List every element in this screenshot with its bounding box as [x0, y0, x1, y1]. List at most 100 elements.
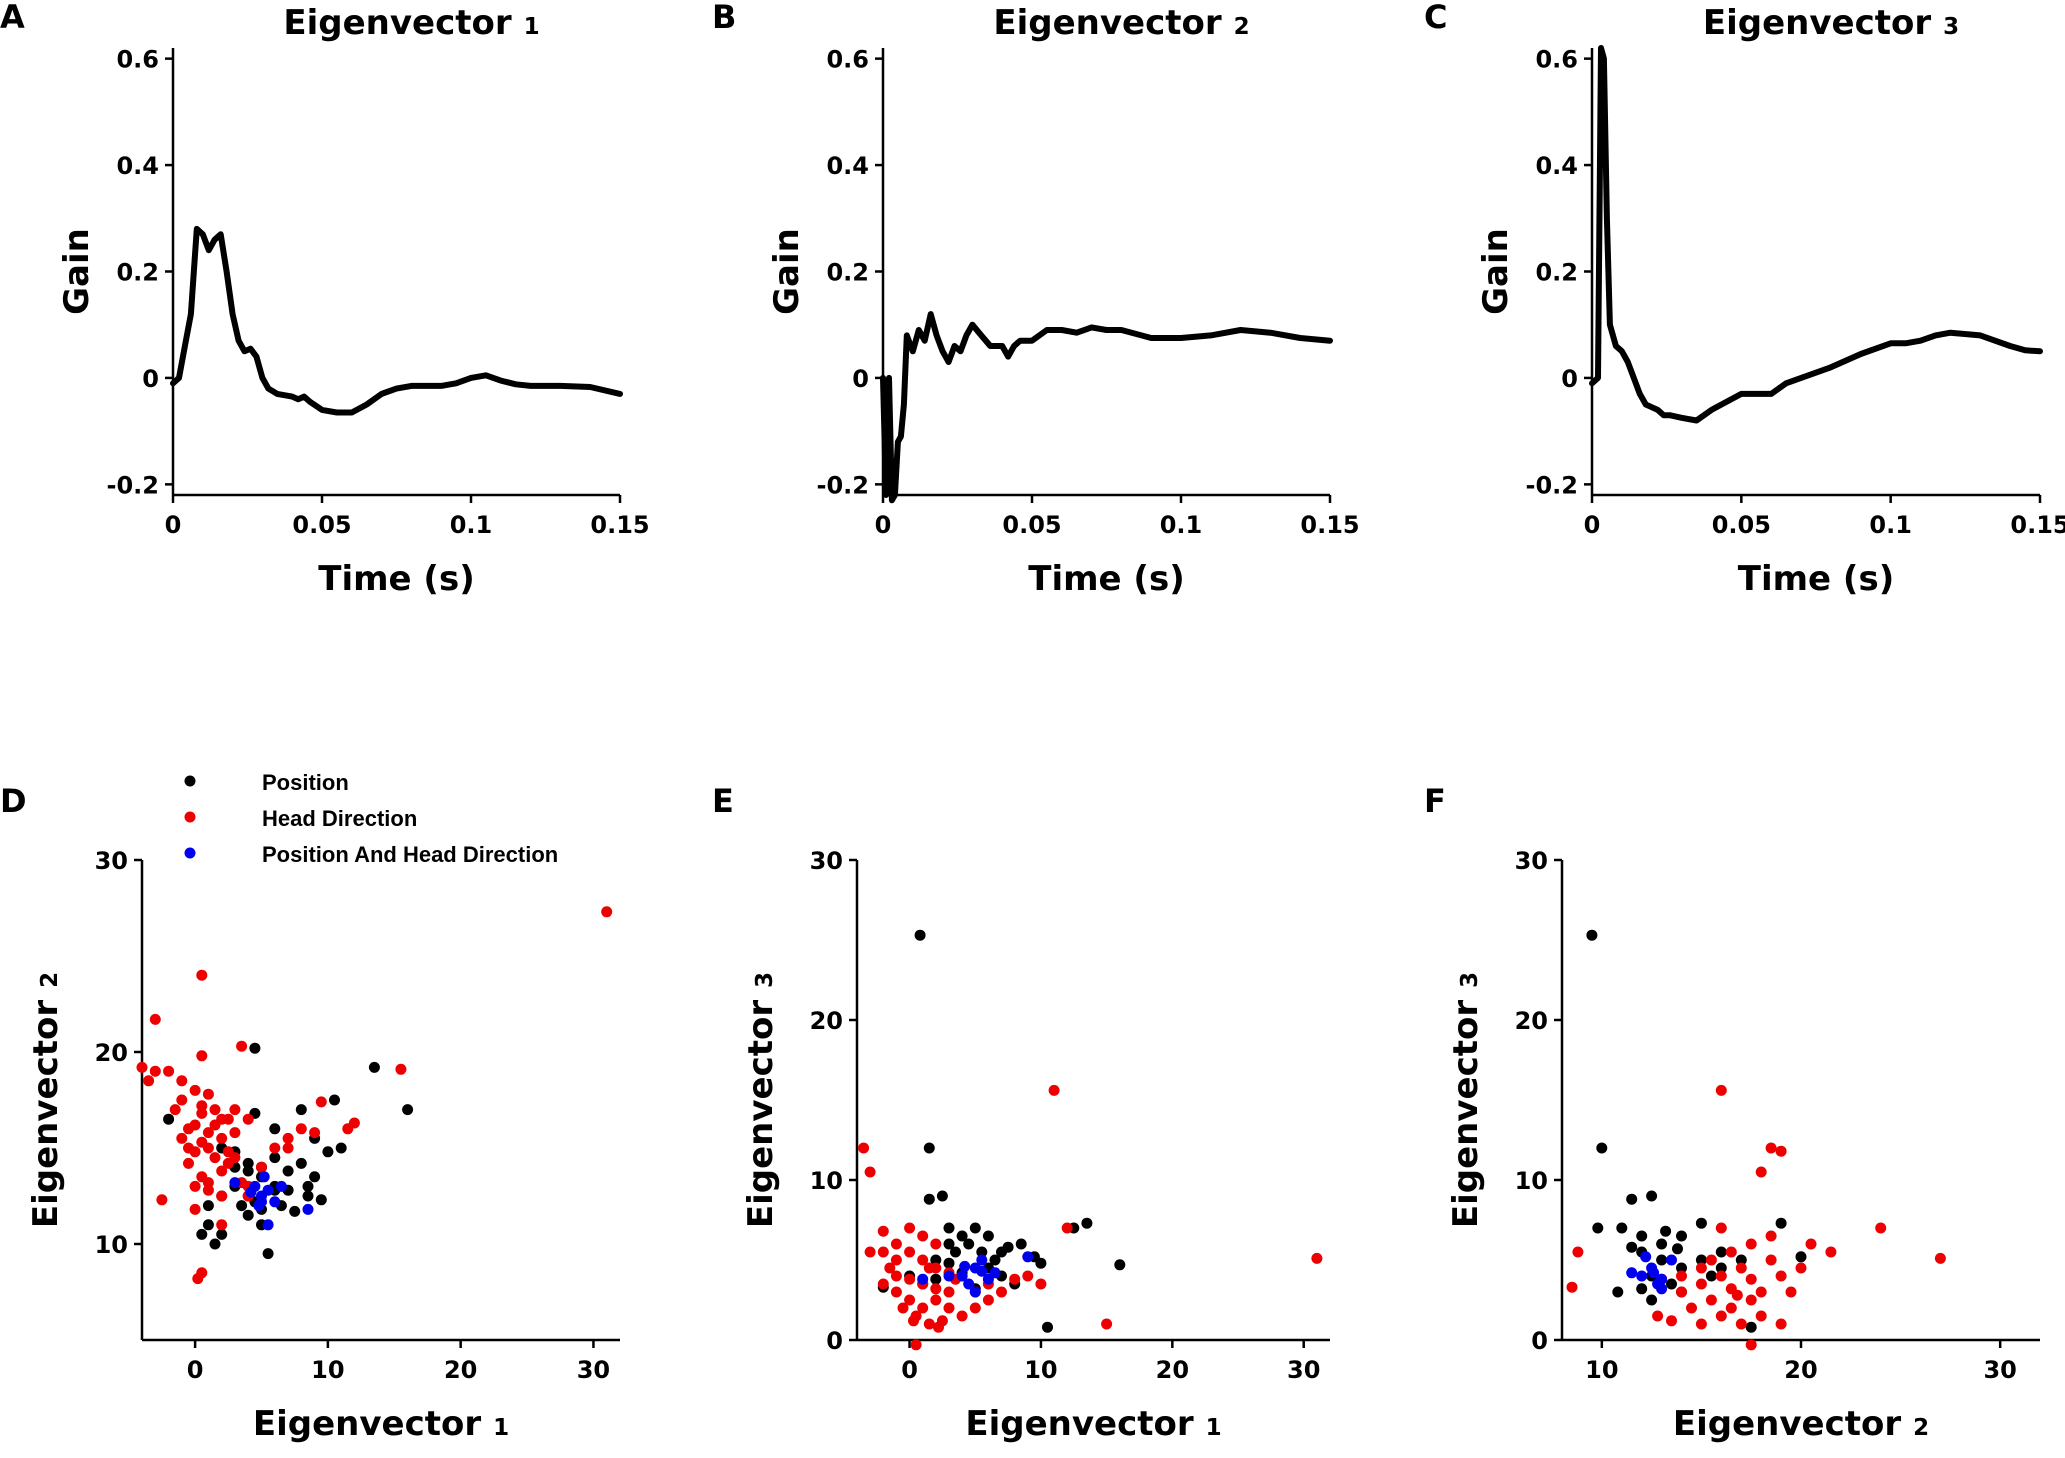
scatter-point: [1022, 1270, 1034, 1282]
scatter-point: [289, 1205, 301, 1217]
legend: Position Head Direction Position And Hea…: [184, 770, 558, 867]
scatter-point: [1586, 929, 1598, 941]
scatter-point: [1666, 1254, 1677, 1266]
scatter-point: [1636, 1283, 1648, 1295]
scatter-point: [196, 1050, 208, 1062]
scatter-point: [930, 1294, 942, 1306]
x-tick-label-a: 0.05: [292, 511, 351, 539]
x-tick-label-b: 0.05: [1002, 511, 1061, 539]
scatter-point: [897, 1302, 909, 1314]
scatter-point: [209, 1238, 221, 1250]
scatter-point: [189, 1180, 201, 1192]
scatter-point: [242, 1113, 254, 1125]
scatter-point: [282, 1132, 294, 1144]
scatter-point: [242, 1165, 254, 1177]
scatter-point: [1626, 1193, 1638, 1205]
scatter-point: [890, 1238, 902, 1250]
scatter-point: [976, 1254, 988, 1266]
scatter-point: [229, 1177, 241, 1189]
scatter-point: [302, 1190, 314, 1202]
y-tick-label-f: 20: [1515, 1007, 1548, 1035]
y-axis-label-f: Eigenvector3: [1446, 972, 1486, 1228]
y-tick-label-f: 30: [1515, 847, 1548, 875]
scatter-point: [1825, 1246, 1837, 1258]
x-tick-label-b: 0.1: [1160, 511, 1203, 539]
y-tick-label-c: 0.6: [1535, 46, 1578, 74]
scatter-point: [1695, 1318, 1707, 1330]
scatter-point: [189, 1146, 201, 1158]
x-tick-label-a: 0.15: [590, 511, 649, 539]
scatter-point: [202, 1142, 214, 1154]
scatter-point: [1672, 1243, 1683, 1255]
scatter-point: [256, 1196, 267, 1208]
scatter-point: [269, 1142, 281, 1154]
scatter-point: [202, 1088, 214, 1100]
scatter-point: [1795, 1262, 1807, 1274]
y-tick-label-e: 10: [810, 1167, 843, 1195]
scatter-point: [963, 1238, 975, 1250]
series-head-direction-f: [1566, 1084, 1946, 1351]
scatter-point: [1596, 1142, 1608, 1154]
scatter-point: [1566, 1281, 1578, 1293]
scatter-point: [877, 1278, 889, 1290]
scatter-point: [196, 1100, 208, 1112]
scatter-point: [956, 1270, 968, 1282]
y-tick-label-c: 0: [1561, 365, 1578, 393]
scatter-point: [269, 1152, 281, 1164]
scatter-point: [930, 1273, 942, 1285]
y-axis-label-a: Gain: [57, 228, 97, 315]
y-tick-label-a: -0.2: [107, 471, 159, 499]
scatter-point: [183, 1157, 194, 1169]
scatter-point: [1715, 1262, 1727, 1274]
series-position-and-head-direction-e: [917, 1251, 1034, 1298]
scatter-point: [342, 1123, 354, 1135]
panel-label-e: E: [712, 782, 734, 820]
scatter-point: [262, 1248, 274, 1260]
scatter-point: [976, 1265, 988, 1277]
scatter-point: [1652, 1310, 1664, 1322]
scatter-point: [1636, 1270, 1648, 1282]
scatter-point: [202, 1177, 214, 1189]
scatter-point: [943, 1270, 955, 1282]
scatter-point: [269, 1123, 281, 1135]
y-tick-label-d: 20: [95, 1039, 128, 1067]
legend-marker-both: [184, 847, 196, 859]
scatter-point: [1745, 1238, 1757, 1250]
scatter-point: [176, 1094, 188, 1106]
x-tick-label-e: 30: [1287, 1356, 1320, 1384]
y-axis-label-e: Eigenvector3: [741, 972, 781, 1228]
scatter-point: [877, 1225, 889, 1237]
scatter-point: [956, 1310, 968, 1322]
scatter-point: [315, 1194, 327, 1206]
scatter-point: [229, 1127, 241, 1139]
scatter-point: [923, 1193, 935, 1205]
scatter-point: [956, 1230, 968, 1242]
scatter-point: [917, 1254, 929, 1266]
scatter-point: [149, 1065, 161, 1077]
x-tick-label-f: 30: [1983, 1356, 2016, 1384]
series-line-c: [1589, 45, 2043, 424]
scatter-point: [1745, 1321, 1757, 1333]
scatter-point: [943, 1257, 955, 1269]
scatter-point: [996, 1246, 1007, 1258]
scatter-point: [1035, 1278, 1047, 1290]
scatter-point: [1805, 1238, 1817, 1250]
scatter-point: [196, 1107, 208, 1119]
scatter-point: [1646, 1294, 1658, 1306]
y-tick-label-a: 0.6: [116, 46, 159, 74]
scatter-point: [1715, 1310, 1727, 1322]
scatter-point: [1934, 1252, 1946, 1264]
scatter-point: [1755, 1310, 1767, 1322]
scatter-point: [282, 1165, 294, 1177]
y-axis-label-b: Gain: [767, 228, 807, 315]
scatter-point: [176, 1075, 188, 1087]
scatter-point: [395, 1063, 407, 1075]
scatter-point: [1612, 1286, 1624, 1298]
scatter-point: [943, 1286, 955, 1298]
scatter-point: [216, 1228, 228, 1240]
scatter-point: [295, 1123, 307, 1135]
scatter-point: [1695, 1278, 1707, 1290]
scatter-point: [1775, 1318, 1787, 1330]
y-tick-label-b: 0.2: [826, 259, 869, 287]
y-tick-label-c: -0.2: [1526, 471, 1578, 499]
